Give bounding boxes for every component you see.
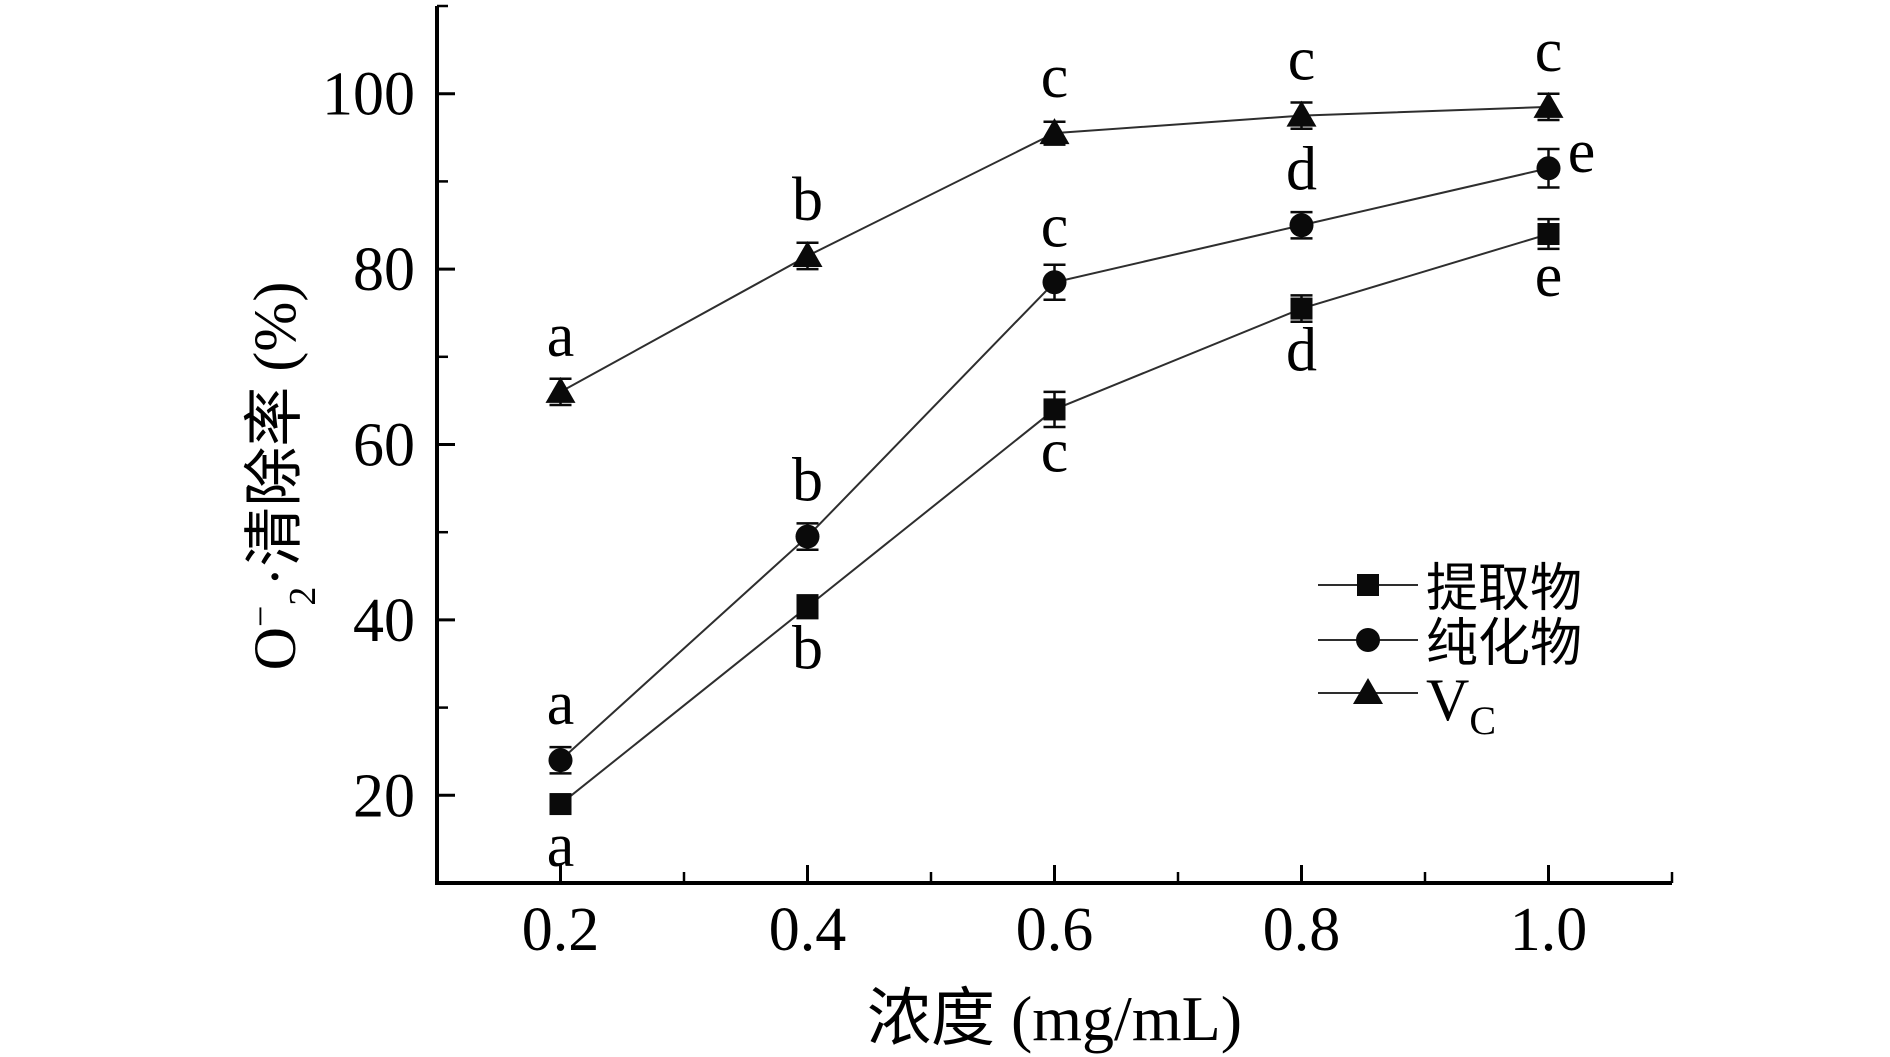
significance-letter: e: [1535, 242, 1563, 310]
triangle-marker: [1286, 100, 1317, 127]
square-marker: [1537, 223, 1560, 246]
legend-item-square: 提取物: [1318, 561, 1582, 618]
significance-letter: c: [1288, 26, 1316, 94]
y-title-prefix: O: [242, 627, 308, 670]
x-tick-label: 0.8: [1263, 896, 1341, 964]
triangle-marker: [1353, 678, 1383, 704]
circle-marker: [1042, 270, 1067, 295]
y-axis-title: O−2·清除率 (%): [240, 282, 324, 671]
significance-letter: b: [792, 615, 823, 683]
significance-letter: a: [547, 302, 575, 370]
legend-item-circle: 纯化物: [1318, 616, 1582, 673]
y-tick-label: 40: [353, 587, 415, 655]
legend-label: VC: [1426, 667, 1496, 743]
significance-letter: d: [1286, 317, 1317, 385]
y-title-superscript: −: [240, 606, 282, 627]
square-marker: [796, 595, 819, 618]
significance-letter: a: [547, 812, 575, 880]
legend-label: 纯化物: [1426, 616, 1582, 673]
legend-label-main: V: [1426, 667, 1469, 733]
series-square: a b c d e: [547, 217, 1563, 880]
significance-letter: c: [1041, 43, 1069, 111]
circle-marker: [1289, 213, 1314, 238]
y-tick-label: 100: [322, 61, 415, 129]
significance-letter: c: [1041, 417, 1069, 485]
legend-label: 提取物: [1426, 561, 1582, 618]
series-line: [559, 233, 1549, 805]
circle-marker: [1356, 628, 1380, 652]
triangle-marker: [545, 376, 576, 403]
x-tick-label: 1.0: [1510, 896, 1588, 964]
axis-ticks: [437, 4, 1674, 883]
significance-letter: c: [1535, 17, 1563, 85]
y-tick-label: 20: [353, 762, 415, 830]
y-tick-label: 80: [353, 236, 415, 304]
significance-letter: d: [1286, 135, 1317, 203]
x-tick-label: 0.4: [769, 896, 847, 964]
square-marker: [549, 793, 572, 816]
significance-letter: e: [1568, 118, 1596, 186]
series-circle: a b c d e: [547, 118, 1596, 775]
triangle-marker: [1039, 118, 1070, 145]
square-marker: [1043, 398, 1066, 421]
significance-letter: b: [792, 447, 823, 515]
significance-letter: a: [547, 670, 575, 738]
y-title-suffix: ·清除率 (%): [242, 282, 308, 587]
circle-marker: [1536, 156, 1561, 181]
circle-marker: [795, 524, 820, 549]
circle-marker: [548, 748, 573, 773]
square-marker: [1357, 574, 1379, 596]
legend-item-triangle: VC: [1318, 667, 1496, 743]
x-tick-label: 0.2: [522, 896, 600, 964]
significance-letter: c: [1041, 192, 1069, 260]
y-title-subscript: 2: [282, 587, 324, 606]
x-tick-label: 0.6: [1016, 896, 1094, 964]
legend-label-subscript: C: [1469, 698, 1496, 743]
triangle-marker: [792, 240, 823, 267]
x-axis-title: 浓度 (mg/mL): [867, 983, 1242, 1054]
series-triangle: a b c c c: [545, 17, 1564, 407]
triangle-marker: [1533, 91, 1564, 118]
square-marker: [1290, 297, 1313, 320]
y-tick-label: 60: [353, 412, 415, 480]
significance-letter: b: [792, 166, 823, 234]
plot-axes: [435, 6, 1672, 885]
